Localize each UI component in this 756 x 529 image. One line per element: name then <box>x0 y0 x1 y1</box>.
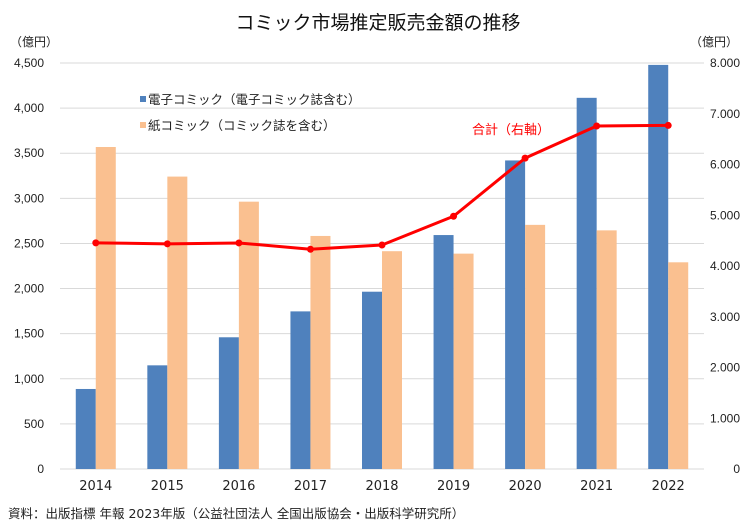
total-line-point <box>593 122 601 130</box>
bar-print <box>95 146 116 469</box>
bar-print <box>167 176 188 469</box>
x-tick-label: 2018 <box>365 479 398 494</box>
x-tick-label: 2017 <box>294 479 327 494</box>
x-axis-ticks: 2014 2015 2016 2017 2018 2019 2020 2021 2022 <box>79 479 685 494</box>
bar-print <box>238 201 259 469</box>
left-tick-label: 3,000 <box>14 191 44 205</box>
total-line-point <box>664 121 672 129</box>
total-line-annotation: 合計（右軸） <box>472 122 550 138</box>
bars <box>75 64 689 470</box>
bar-digital <box>648 64 669 470</box>
right-tick-label: 3.000 <box>710 310 740 324</box>
x-tick-label: 2021 <box>580 479 613 494</box>
source-note: 資料：出版指標 年報 2023年版（公益社団法人 全国出版協会・出版科学研究所） <box>8 506 464 521</box>
right-tick-label: 5.000 <box>710 208 740 222</box>
legend: 電子コミック（電子コミック誌含む） 紙コミック（コミック誌を含む） <box>140 92 361 133</box>
bar-print <box>668 262 689 469</box>
left-tick-label: 1,000 <box>14 372 44 386</box>
total-line-point <box>378 241 386 249</box>
right-tick-label: 1.000 <box>710 411 740 425</box>
total-line <box>92 121 672 253</box>
bar-digital <box>362 291 382 469</box>
total-line-point <box>92 239 100 247</box>
bar-print <box>596 230 617 469</box>
left-axis-unit: （億円） <box>10 35 58 49</box>
right-tick-label: 7.000 <box>710 107 740 121</box>
x-tick-label: 2019 <box>437 479 470 494</box>
left-tick-label: 0 <box>37 462 44 476</box>
right-tick-label: 8.000 <box>710 56 740 70</box>
bar-digital <box>505 160 526 469</box>
legend-swatch-digital <box>140 96 146 102</box>
total-line-point <box>163 240 171 248</box>
legend-swatch-print <box>140 122 146 128</box>
left-tick-label: 3,500 <box>14 146 44 160</box>
x-tick-label: 2014 <box>79 479 112 494</box>
left-tick-label: 2,500 <box>14 236 44 250</box>
bar-print <box>525 224 546 469</box>
total-line-point <box>235 239 243 247</box>
x-tick-label: 2015 <box>151 479 184 494</box>
right-axis-ticks: 0 1.000 2.000 3.000 4.000 5.000 6.000 7.000 8.00… <box>710 56 740 476</box>
bar-digital <box>433 235 454 469</box>
right-tick-label: 0 <box>733 462 740 476</box>
left-tick-label: 2,000 <box>14 282 44 296</box>
bar-print <box>453 253 474 469</box>
left-tick-label: 4,500 <box>14 56 44 70</box>
bar-digital <box>218 337 239 469</box>
right-tick-label: 6.000 <box>710 158 740 172</box>
right-tick-label: 4.000 <box>710 259 740 273</box>
x-tick-label: 2022 <box>652 479 685 494</box>
right-tick-label: 2.000 <box>710 361 740 375</box>
legend-label-print: 紙コミック（コミック誌を含む） <box>148 118 336 133</box>
right-axis-unit: （億円） <box>690 35 738 49</box>
left-tick-label: 4,000 <box>14 101 44 115</box>
left-tick-label: 1,500 <box>14 327 44 341</box>
bar-digital <box>147 365 168 469</box>
bar-digital <box>576 97 597 469</box>
total-line-point <box>450 212 458 220</box>
legend-label-digital: 電子コミック（電子コミック誌含む） <box>148 92 361 107</box>
bar-print <box>310 235 331 469</box>
bar-digital <box>75 388 96 469</box>
bar-digital <box>290 311 311 469</box>
left-tick-label: 500 <box>24 417 44 431</box>
x-tick-label: 2020 <box>509 479 542 494</box>
left-axis-ticks: 0 500 1,000 1,500 2,000 2,500 3,000 3,500 4,000 4… <box>14 56 44 476</box>
bar-print <box>382 251 402 469</box>
x-tick-label: 2016 <box>222 479 255 494</box>
total-line-point <box>306 245 314 253</box>
chart-title: コミック市場推定販売金額の推移 <box>235 12 520 34</box>
total-line-point <box>521 154 529 162</box>
